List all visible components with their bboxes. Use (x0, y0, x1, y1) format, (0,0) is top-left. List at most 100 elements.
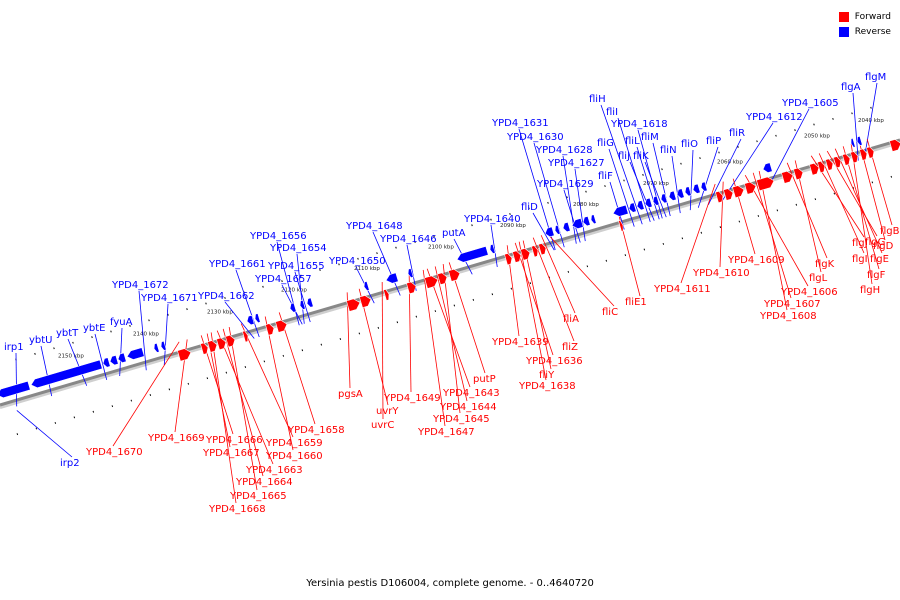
scale-tick (642, 173, 644, 176)
gene-label-flif: fliF (598, 171, 613, 182)
forward-gene-arrow (383, 289, 390, 301)
scale-tick (186, 308, 188, 311)
scale-tick (300, 274, 302, 277)
scale-tick (699, 157, 701, 160)
scale-tick (643, 248, 646, 251)
scale-tick (92, 410, 95, 413)
scale-tick (396, 321, 399, 324)
gene-label-flgk: flgK (815, 259, 835, 270)
scale-tick (795, 203, 798, 206)
forward-swatch (838, 11, 849, 22)
gene-label-ypd4_1610: YPD4_1610 (692, 268, 750, 279)
scale-tick (547, 201, 549, 204)
gene-label-putp: putP (473, 374, 496, 385)
gene-label-fliz: fliZ (562, 342, 578, 353)
forward-gene-arrow (346, 298, 361, 312)
leader-line (406, 244, 417, 291)
gene-label-ypd4_1662: YPD4_1662 (197, 291, 255, 302)
legend-forward-label: Forward (854, 11, 891, 22)
scale-tick (586, 265, 589, 268)
gene-label-flie1: fliE1 (625, 297, 647, 308)
reverse-gene-arrow (299, 299, 306, 310)
leader-line (278, 312, 316, 425)
forward-gene-arrow (538, 243, 547, 256)
legend-reverse: Reverse (838, 24, 891, 39)
leader-line (850, 143, 873, 285)
leader-line (222, 328, 264, 477)
gene-label-flin: fliN (660, 145, 677, 156)
leader-line (224, 301, 255, 339)
gene-label-pgsa: pgsA (338, 389, 363, 400)
leader-line (652, 142, 671, 217)
scale-tick (148, 319, 150, 322)
forward-gene-arrow (756, 176, 775, 192)
leader-line (842, 146, 880, 270)
scale-tick (415, 315, 418, 318)
scale-tick (833, 192, 836, 195)
forward-gene-arrow (833, 156, 842, 169)
leader-line (636, 146, 660, 220)
leader-line (532, 237, 575, 342)
gene-label-ypd4_1631: YPD4_1631 (491, 118, 549, 129)
gene-label-ypd4_1607: YPD4_1607 (763, 299, 821, 310)
gene-label-flim: fliM (641, 132, 659, 143)
scale-tick (661, 168, 663, 171)
kbp-scale-labels: 2040 kbp 2050 kbp 2060 kbp 2070 kbp 2080 kbp… (58, 118, 884, 360)
gene-label-flip: fliP (706, 136, 721, 147)
reverse-gene-arrow (676, 188, 685, 199)
gene-label-ypd4_1663: YPD4_1663 (245, 465, 303, 476)
gene-label-ypd4_1650: YPD4_1650 (328, 256, 386, 267)
reverse-gene-arrow (850, 137, 856, 148)
leader-line (372, 231, 401, 296)
gene-label-flge: flgE (870, 254, 889, 265)
leader-line (852, 92, 859, 161)
leader-line (163, 303, 169, 365)
forward-gene-arrow (723, 188, 734, 201)
reverse-gene-arrow (254, 313, 261, 324)
kbp-label: 2140 kbp (133, 331, 159, 337)
scale-tick (206, 377, 209, 380)
scale-tick (681, 237, 684, 240)
leader-line (490, 224, 498, 267)
reverse-gene-arrow (700, 181, 708, 192)
kbp-label: 2150 kbp (58, 353, 84, 359)
reverse-gene-arrow (762, 162, 773, 173)
forward-gene-arrow (781, 170, 794, 184)
scale-tick (358, 332, 361, 335)
scale-tick (244, 366, 247, 368)
scale-tick (775, 134, 777, 137)
gene-label-flgm: flgM (865, 72, 886, 83)
reverse-gene-arrow (363, 280, 370, 291)
strand-legend: Forward Reverse (838, 9, 891, 39)
scale-tick (376, 252, 378, 255)
gene-label-flid: fliD (521, 202, 538, 213)
leader-line (422, 269, 446, 427)
scale-tick (662, 242, 665, 245)
gene-label-ypd4_1655: YPD4_1655 (267, 261, 325, 272)
gene-label-ypd4_1628: YPD4_1628 (535, 145, 593, 156)
gene-label-irp2: irp2 (60, 458, 80, 469)
scale-tick (756, 140, 758, 143)
reverse-gene-arrow (590, 214, 597, 225)
gene-label-ypd4_1660: YPD4_1660 (265, 451, 323, 462)
reverse-gene-arrow (0, 380, 31, 399)
forward-gene-arrow (448, 268, 461, 282)
scale-tick (224, 296, 226, 299)
leader-line (767, 108, 810, 188)
reverse-gene-arrow (571, 217, 584, 229)
forward-gene-arrow (809, 162, 820, 176)
gene-label-ypd4_1644: YPD4_1644 (439, 402, 497, 413)
forward-gene-arrow (359, 295, 372, 309)
scale-tick (357, 257, 359, 260)
scale-ticks (15, 106, 893, 436)
leader-line (514, 242, 554, 356)
gene-label-ypd4_1659: YPD4_1659 (265, 438, 323, 449)
scale-tick (472, 298, 475, 301)
reverse-gene-arrow (684, 186, 692, 197)
leader-line (609, 181, 625, 230)
forward-gene-arrow (437, 272, 448, 286)
scale-tick (319, 268, 321, 271)
forward-gene-arrow (531, 245, 539, 258)
gene-label-ypd4_1636: YPD4_1636 (525, 356, 583, 367)
